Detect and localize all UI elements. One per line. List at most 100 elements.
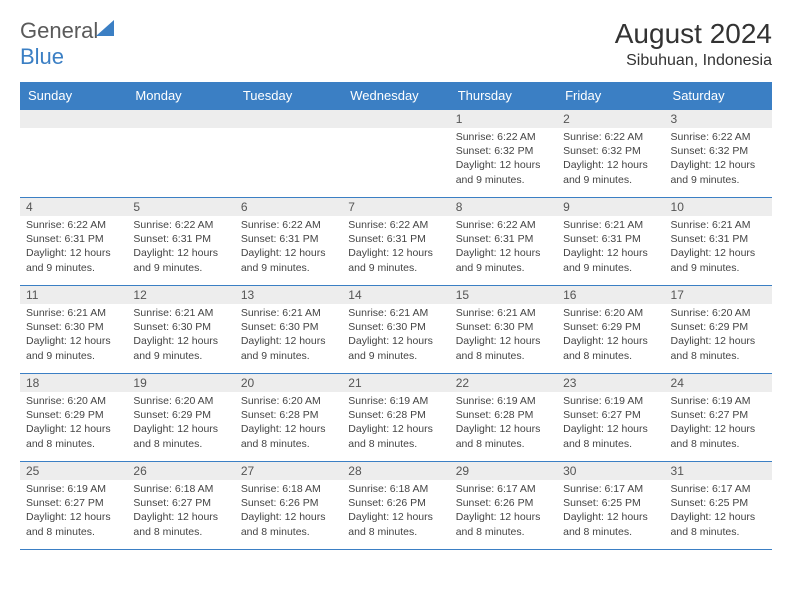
day-detail-line: Sunrise: 6:22 AM <box>26 218 121 232</box>
day-number: 9 <box>557 198 664 216</box>
day-detail-line: Sunset: 6:28 PM <box>456 408 551 422</box>
day-detail-line: and 9 minutes. <box>241 261 336 275</box>
calendar-cell: 24Sunrise: 6:19 AMSunset: 6:27 PMDayligh… <box>665 374 772 462</box>
day-number: 29 <box>450 462 557 480</box>
day-detail-line: Daylight: 12 hours <box>671 334 766 348</box>
day-details: Sunrise: 6:19 AMSunset: 6:27 PMDaylight:… <box>20 480 127 543</box>
calendar-cell <box>342 110 449 198</box>
day-detail-line: Sunrise: 6:21 AM <box>456 306 551 320</box>
day-detail-line: Daylight: 12 hours <box>26 510 121 524</box>
calendar-week-row: 18Sunrise: 6:20 AMSunset: 6:29 PMDayligh… <box>20 374 772 462</box>
day-detail-line: Sunrise: 6:18 AM <box>241 482 336 496</box>
day-details: Sunrise: 6:22 AMSunset: 6:32 PMDaylight:… <box>665 128 772 191</box>
calendar-cell <box>235 110 342 198</box>
day-details <box>127 128 234 134</box>
calendar-cell <box>20 110 127 198</box>
day-detail-line: and 8 minutes. <box>671 349 766 363</box>
day-detail-line: and 9 minutes. <box>348 349 443 363</box>
day-detail-line: Sunrise: 6:19 AM <box>348 394 443 408</box>
calendar-cell: 19Sunrise: 6:20 AMSunset: 6:29 PMDayligh… <box>127 374 234 462</box>
day-details: Sunrise: 6:20 AMSunset: 6:28 PMDaylight:… <box>235 392 342 455</box>
day-detail-line: and 8 minutes. <box>563 525 658 539</box>
day-detail-line: Sunset: 6:25 PM <box>671 496 766 510</box>
day-detail-line: and 8 minutes. <box>26 437 121 451</box>
day-details: Sunrise: 6:18 AMSunset: 6:26 PMDaylight:… <box>235 480 342 543</box>
day-detail-line: Daylight: 12 hours <box>671 246 766 260</box>
day-detail-line: Daylight: 12 hours <box>456 334 551 348</box>
day-detail-line: and 8 minutes. <box>348 525 443 539</box>
day-detail-line: Sunset: 6:25 PM <box>563 496 658 510</box>
day-number: 28 <box>342 462 449 480</box>
day-detail-line: Sunset: 6:28 PM <box>348 408 443 422</box>
day-detail-line: and 9 minutes. <box>456 261 551 275</box>
day-detail-line: Daylight: 12 hours <box>133 246 228 260</box>
day-detail-line: Sunset: 6:27 PM <box>563 408 658 422</box>
day-details: Sunrise: 6:19 AMSunset: 6:28 PMDaylight:… <box>342 392 449 455</box>
calendar-cell: 15Sunrise: 6:21 AMSunset: 6:30 PMDayligh… <box>450 286 557 374</box>
day-number: 21 <box>342 374 449 392</box>
day-details: Sunrise: 6:21 AMSunset: 6:30 PMDaylight:… <box>20 304 127 367</box>
weekday-friday: Friday <box>557 82 664 110</box>
day-details: Sunrise: 6:19 AMSunset: 6:27 PMDaylight:… <box>665 392 772 455</box>
day-detail-line: Sunrise: 6:22 AM <box>456 218 551 232</box>
calendar-cell: 2Sunrise: 6:22 AMSunset: 6:32 PMDaylight… <box>557 110 664 198</box>
calendar-cell: 7Sunrise: 6:22 AMSunset: 6:31 PMDaylight… <box>342 198 449 286</box>
day-details: Sunrise: 6:20 AMSunset: 6:29 PMDaylight:… <box>20 392 127 455</box>
day-detail-line: Daylight: 12 hours <box>348 246 443 260</box>
calendar-cell <box>127 110 234 198</box>
day-detail-line: Sunset: 6:32 PM <box>671 144 766 158</box>
day-detail-line: Daylight: 12 hours <box>563 510 658 524</box>
day-detail-line: Sunrise: 6:20 AM <box>563 306 658 320</box>
day-detail-line: Sunset: 6:31 PM <box>563 232 658 246</box>
day-number: 13 <box>235 286 342 304</box>
calendar-cell: 5Sunrise: 6:22 AMSunset: 6:31 PMDaylight… <box>127 198 234 286</box>
day-detail-line: Daylight: 12 hours <box>26 422 121 436</box>
day-details: Sunrise: 6:19 AMSunset: 6:27 PMDaylight:… <box>557 392 664 455</box>
day-detail-line: Sunrise: 6:22 AM <box>456 130 551 144</box>
day-number: 22 <box>450 374 557 392</box>
calendar-week-row: 1Sunrise: 6:22 AMSunset: 6:32 PMDaylight… <box>20 110 772 198</box>
calendar-cell: 11Sunrise: 6:21 AMSunset: 6:30 PMDayligh… <box>20 286 127 374</box>
location: Sibuhuan, Indonesia <box>615 52 772 70</box>
month-title: August 2024 <box>615 18 772 50</box>
calendar-cell: 22Sunrise: 6:19 AMSunset: 6:28 PMDayligh… <box>450 374 557 462</box>
day-detail-line: Daylight: 12 hours <box>348 510 443 524</box>
day-detail-line: Sunset: 6:27 PM <box>671 408 766 422</box>
day-detail-line: and 9 minutes. <box>26 349 121 363</box>
weekday-thursday: Thursday <box>450 82 557 110</box>
calendar-cell: 21Sunrise: 6:19 AMSunset: 6:28 PMDayligh… <box>342 374 449 462</box>
day-detail-line: and 8 minutes. <box>241 525 336 539</box>
calendar-body: 1Sunrise: 6:22 AMSunset: 6:32 PMDaylight… <box>20 110 772 550</box>
day-details: Sunrise: 6:20 AMSunset: 6:29 PMDaylight:… <box>127 392 234 455</box>
day-number: 25 <box>20 462 127 480</box>
calendar-week-row: 11Sunrise: 6:21 AMSunset: 6:30 PMDayligh… <box>20 286 772 374</box>
logo-text: GeneralBlue <box>20 18 118 70</box>
day-detail-line: Sunrise: 6:22 AM <box>563 130 658 144</box>
day-detail-line: Daylight: 12 hours <box>456 158 551 172</box>
day-detail-line: and 8 minutes. <box>26 525 121 539</box>
day-detail-line: Sunrise: 6:19 AM <box>26 482 121 496</box>
day-detail-line: Daylight: 12 hours <box>671 510 766 524</box>
day-detail-line: Sunrise: 6:22 AM <box>241 218 336 232</box>
day-detail-line: Sunset: 6:31 PM <box>456 232 551 246</box>
day-number <box>342 110 449 128</box>
day-detail-line: Sunrise: 6:21 AM <box>241 306 336 320</box>
day-detail-line: and 9 minutes. <box>671 173 766 187</box>
day-detail-line: Sunrise: 6:20 AM <box>133 394 228 408</box>
day-detail-line: Daylight: 12 hours <box>133 422 228 436</box>
calendar-cell: 20Sunrise: 6:20 AMSunset: 6:28 PMDayligh… <box>235 374 342 462</box>
day-number: 3 <box>665 110 772 128</box>
day-detail-line: Daylight: 12 hours <box>133 510 228 524</box>
day-number: 27 <box>235 462 342 480</box>
calendar-cell: 31Sunrise: 6:17 AMSunset: 6:25 PMDayligh… <box>665 462 772 550</box>
day-number: 7 <box>342 198 449 216</box>
day-detail-line: Sunrise: 6:18 AM <box>133 482 228 496</box>
day-detail-line: Sunset: 6:31 PM <box>348 232 443 246</box>
day-detail-line: and 9 minutes. <box>133 349 228 363</box>
day-details <box>342 128 449 134</box>
calendar-cell: 25Sunrise: 6:19 AMSunset: 6:27 PMDayligh… <box>20 462 127 550</box>
day-details <box>20 128 127 134</box>
day-detail-line: Sunrise: 6:20 AM <box>241 394 336 408</box>
day-detail-line: and 8 minutes. <box>456 525 551 539</box>
day-number <box>20 110 127 128</box>
